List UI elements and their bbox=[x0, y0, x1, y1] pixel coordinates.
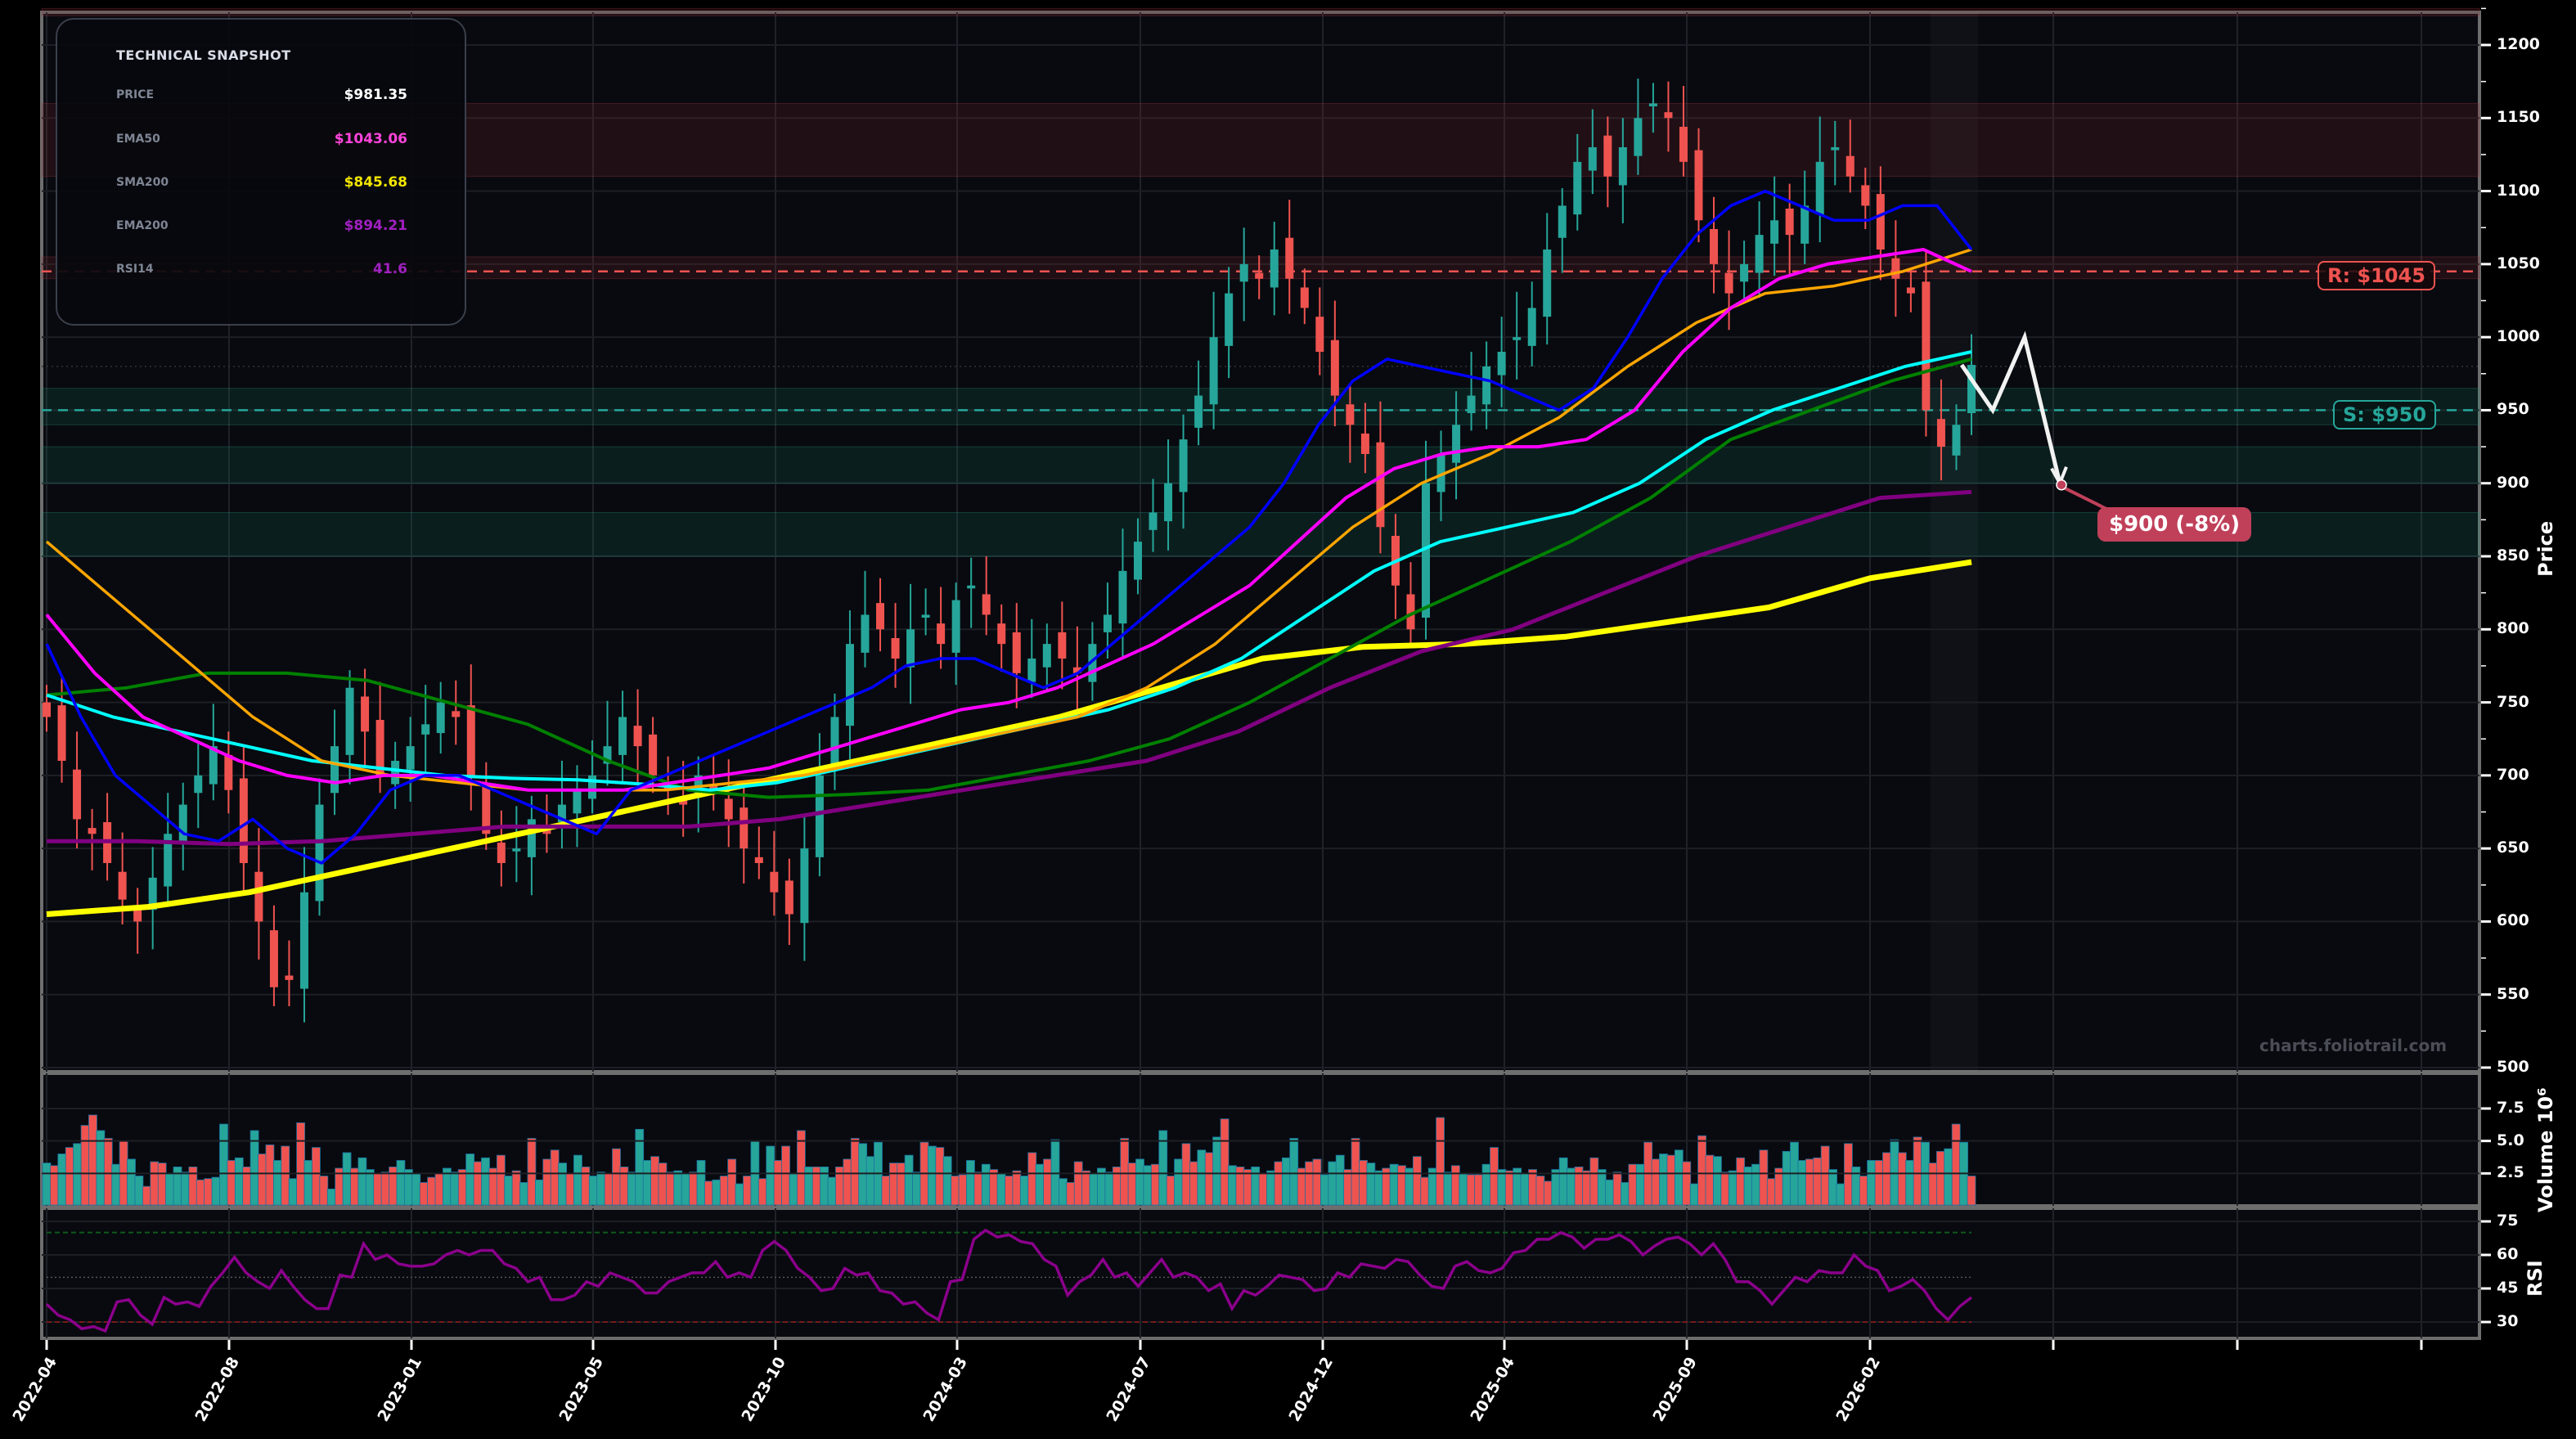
price-tick-label: 600 bbox=[2497, 911, 2529, 930]
volume-tick-label: 5.0 bbox=[2497, 1131, 2524, 1149]
rsi-tick-label: 75 bbox=[2497, 1212, 2519, 1230]
price-tick-label: 650 bbox=[2497, 839, 2529, 857]
snapshot-row-sma200: SMA200 $845.68 bbox=[116, 174, 407, 194]
target-price-label: $900 (-8%) bbox=[2097, 507, 2252, 542]
snapshot-title: TECHNICAL SNAPSHOT bbox=[116, 47, 291, 63]
price-tick-label: 700 bbox=[2497, 765, 2529, 784]
price-tick-label: 1000 bbox=[2497, 327, 2540, 346]
technical-snapshot-panel: TECHNICAL SNAPSHOT PRICE $981.35 EMA50 $… bbox=[56, 18, 466, 326]
snapshot-label: EMA200 bbox=[116, 219, 169, 232]
price-tick-label: 1150 bbox=[2497, 108, 2540, 127]
price-tick-label: 750 bbox=[2497, 692, 2529, 711]
rsi-tick-label: 45 bbox=[2497, 1279, 2519, 1297]
rsi-axis-label: RSI bbox=[2524, 1260, 2547, 1297]
snapshot-label: EMA50 bbox=[116, 133, 160, 146]
snapshot-value: $845.68 bbox=[344, 174, 407, 191]
price-tick-label: 950 bbox=[2497, 400, 2529, 419]
snapshot-row-price: PRICE $981.35 bbox=[116, 87, 407, 106]
resistance-label: R: $1045 bbox=[2318, 261, 2435, 290]
price-tick-label: 800 bbox=[2497, 619, 2529, 638]
price-tick-label: 1050 bbox=[2497, 254, 2540, 272]
price-tick-label: 1100 bbox=[2497, 181, 2540, 200]
snapshot-row-ema200: EMA200 $894.21 bbox=[116, 218, 407, 237]
rsi-tick-label: 30 bbox=[2497, 1312, 2519, 1330]
price-tick-label: 500 bbox=[2497, 1058, 2529, 1076]
snapshot-row-rsi14: RSI14 41.6 bbox=[116, 261, 407, 281]
snapshot-label: RSI14 bbox=[116, 263, 154, 276]
volume-tick-label: 7.5 bbox=[2497, 1099, 2524, 1117]
snapshot-value: $894.21 bbox=[344, 218, 407, 234]
snapshot-value: $981.35 bbox=[344, 87, 407, 103]
support-label: S: $950 bbox=[2333, 400, 2437, 429]
price-tick-label: 550 bbox=[2497, 984, 2529, 1003]
rsi-tick-label: 60 bbox=[2497, 1245, 2519, 1263]
snapshot-value: $1043.06 bbox=[334, 131, 407, 147]
watermark: charts.foliotrail.com bbox=[2259, 1036, 2448, 1055]
price-tick-label: 850 bbox=[2497, 546, 2529, 564]
price-tick-label: 900 bbox=[2497, 473, 2529, 492]
snapshot-value: 41.6 bbox=[373, 261, 407, 277]
price-axis-label: Price bbox=[2534, 520, 2557, 577]
snapshot-label: SMA200 bbox=[116, 176, 169, 189]
volume-axis-label: Volume 10⁶ bbox=[2534, 1087, 2557, 1212]
snapshot-row-ema50: EMA50 $1043.06 bbox=[116, 131, 407, 151]
price-tick-label: 1200 bbox=[2497, 35, 2540, 53]
snapshot-label: PRICE bbox=[116, 88, 155, 101]
volume-tick-label: 2.5 bbox=[2497, 1163, 2524, 1182]
